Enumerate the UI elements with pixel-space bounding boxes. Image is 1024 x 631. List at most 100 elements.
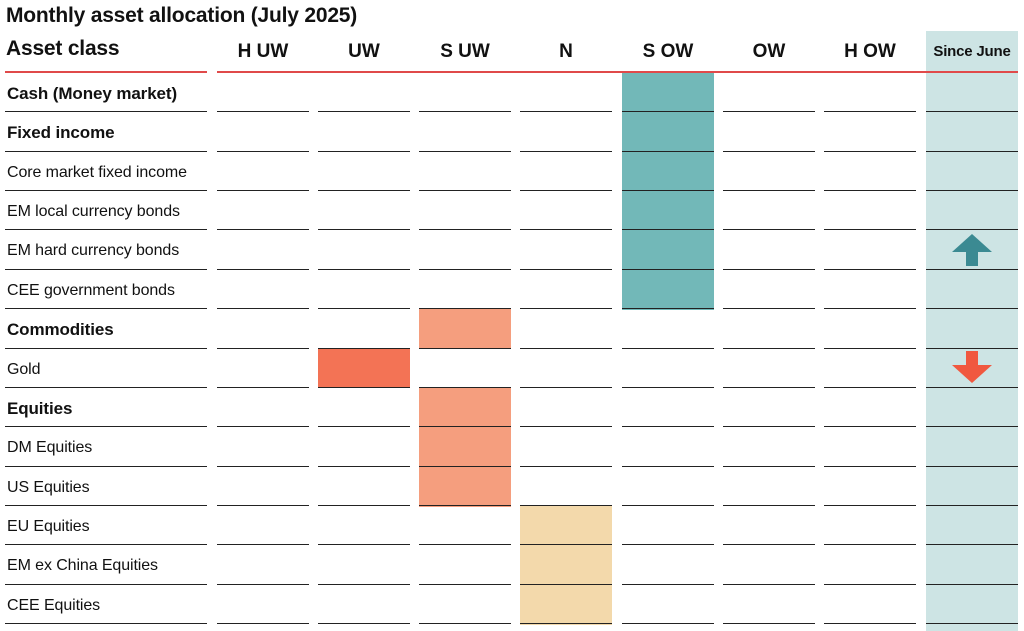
arrow-up-icon (952, 234, 992, 267)
cell-divider (419, 544, 511, 545)
cell-divider (723, 229, 815, 230)
cell-divider (520, 623, 612, 624)
row-label-em-hard-currency-bonds: EM hard currency bonds (7, 242, 180, 260)
cell-divider (622, 584, 714, 585)
cell-divider (217, 111, 309, 112)
cell-divider (723, 505, 815, 506)
cell-divider (824, 426, 916, 427)
cell-divider (520, 426, 612, 427)
cell-divider (723, 190, 815, 191)
allocation-cell-cee-equities (520, 584, 612, 625)
cell-divider (622, 466, 714, 467)
row-divider (5, 505, 207, 506)
row-label-us-equities: US Equities (7, 478, 90, 496)
cell-divider (824, 269, 916, 270)
row-divider (5, 387, 207, 388)
row-divider (5, 348, 207, 349)
cell-divider (419, 269, 511, 270)
row-label-core-market-fixed-income: Core market fixed income (7, 163, 187, 181)
cell-divider (926, 111, 1018, 112)
cell-divider (723, 269, 815, 270)
allocation-cell-gold (318, 348, 410, 389)
allocation-cell-fixed-income (622, 112, 714, 153)
row-label-commodities: Commodities (7, 320, 114, 340)
cell-divider (217, 584, 309, 585)
cell-divider (318, 151, 410, 152)
cell-divider (520, 466, 612, 467)
cell-divider (520, 190, 612, 191)
header-underline-label (5, 71, 207, 73)
row-header-asset-class: Asset class (6, 37, 120, 60)
cell-divider (419, 348, 511, 349)
cell-divider (824, 505, 916, 506)
row-divider (5, 151, 207, 152)
cell-divider (318, 505, 410, 506)
cell-divider (217, 308, 309, 309)
row-divider (5, 111, 207, 112)
column-header-since-june: Since June (933, 43, 1011, 60)
cell-divider (926, 308, 1018, 309)
cell-divider (622, 151, 714, 152)
cell-divider (318, 387, 410, 388)
cell-divider (926, 426, 1018, 427)
cell-divider (318, 229, 410, 230)
cell-divider (318, 308, 410, 309)
cell-divider (217, 426, 309, 427)
row-label-eu-equities: EU Equities (7, 517, 90, 535)
arrow-down-shape (952, 350, 992, 383)
cell-divider (622, 623, 714, 624)
row-divider (5, 269, 207, 270)
allocation-cell-us-equities (419, 466, 511, 507)
cell-divider (217, 269, 309, 270)
cell-divider (217, 544, 309, 545)
cell-divider (723, 151, 815, 152)
row-divider (5, 544, 207, 545)
cell-divider (622, 111, 714, 112)
row-label-gold: Gold (7, 360, 41, 378)
cell-divider (520, 348, 612, 349)
cell-divider (419, 426, 511, 427)
cell-divider (217, 190, 309, 191)
cell-divider (723, 308, 815, 309)
cell-divider (926, 544, 1018, 545)
cell-divider (217, 151, 309, 152)
cell-divider (622, 229, 714, 230)
column-header-uw: UW (348, 41, 380, 62)
cell-divider (520, 544, 612, 545)
row-label-cee-government-bonds: CEE government bonds (7, 281, 175, 299)
cell-divider (926, 190, 1018, 191)
cell-divider (723, 466, 815, 467)
row-label-cash-money-market: Cash (Money market) (7, 84, 178, 103)
cell-divider (419, 505, 511, 506)
allocation-cell-dm-equities (419, 427, 511, 468)
cell-divider (926, 348, 1018, 349)
cell-divider (217, 348, 309, 349)
cell-divider (419, 190, 511, 191)
cell-divider (723, 584, 815, 585)
column-header-h-uw: H UW (237, 41, 289, 62)
cell-divider (318, 544, 410, 545)
cell-divider (926, 387, 1018, 388)
header-underline-grid (217, 71, 1018, 73)
cell-divider (520, 308, 612, 309)
cell-divider (520, 505, 612, 506)
cell-divider (318, 111, 410, 112)
cell-divider (926, 269, 1018, 270)
cell-divider (926, 584, 1018, 585)
column-header-s-uw: S UW (440, 41, 490, 62)
row-label-dm-equities: DM Equities (7, 439, 93, 457)
cell-divider (520, 111, 612, 112)
row-label-cee-equities: CEE Equities (7, 596, 101, 614)
cell-divider (520, 151, 612, 152)
row-divider (5, 426, 207, 427)
cell-divider (217, 466, 309, 467)
cell-divider (723, 387, 815, 388)
cell-divider (824, 348, 916, 349)
cell-divider (622, 544, 714, 545)
cell-divider (318, 426, 410, 427)
cell-divider (419, 466, 511, 467)
cell-divider (824, 111, 916, 112)
column-header-ow: OW (752, 41, 786, 62)
cell-divider (520, 269, 612, 270)
